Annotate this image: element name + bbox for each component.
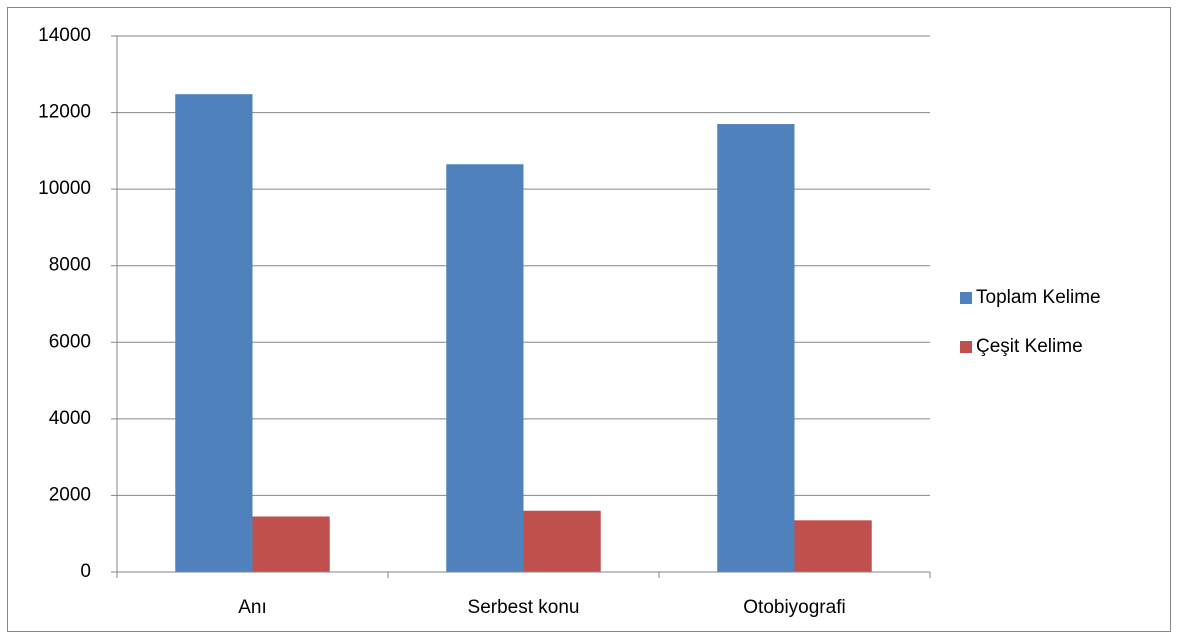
legend-label: Çeşit Kelime	[976, 336, 1083, 357]
y-tick-label: 12000	[38, 102, 91, 123]
y-tick-label: 10000	[38, 178, 91, 199]
x-tick-label: Anı	[238, 597, 267, 618]
y-tick-label: 2000	[49, 484, 91, 505]
y-tick-label: 4000	[49, 408, 91, 429]
y-tick-label: 0	[80, 561, 91, 582]
y-tick-label: 8000	[49, 255, 91, 276]
x-tick-label: Otobiyografi	[743, 597, 845, 618]
bar	[252, 516, 330, 572]
bar	[794, 520, 872, 572]
legend-label: Toplam Kelime	[976, 287, 1101, 308]
bar	[523, 510, 601, 572]
bar	[446, 164, 524, 572]
legend-swatch	[960, 341, 972, 353]
legend-swatch	[960, 292, 972, 304]
bar	[717, 124, 795, 573]
bar	[175, 94, 253, 573]
x-tick-label: Serbest konu	[468, 597, 580, 618]
y-tick-label: 6000	[49, 331, 91, 352]
y-tick-label: 14000	[38, 25, 91, 46]
